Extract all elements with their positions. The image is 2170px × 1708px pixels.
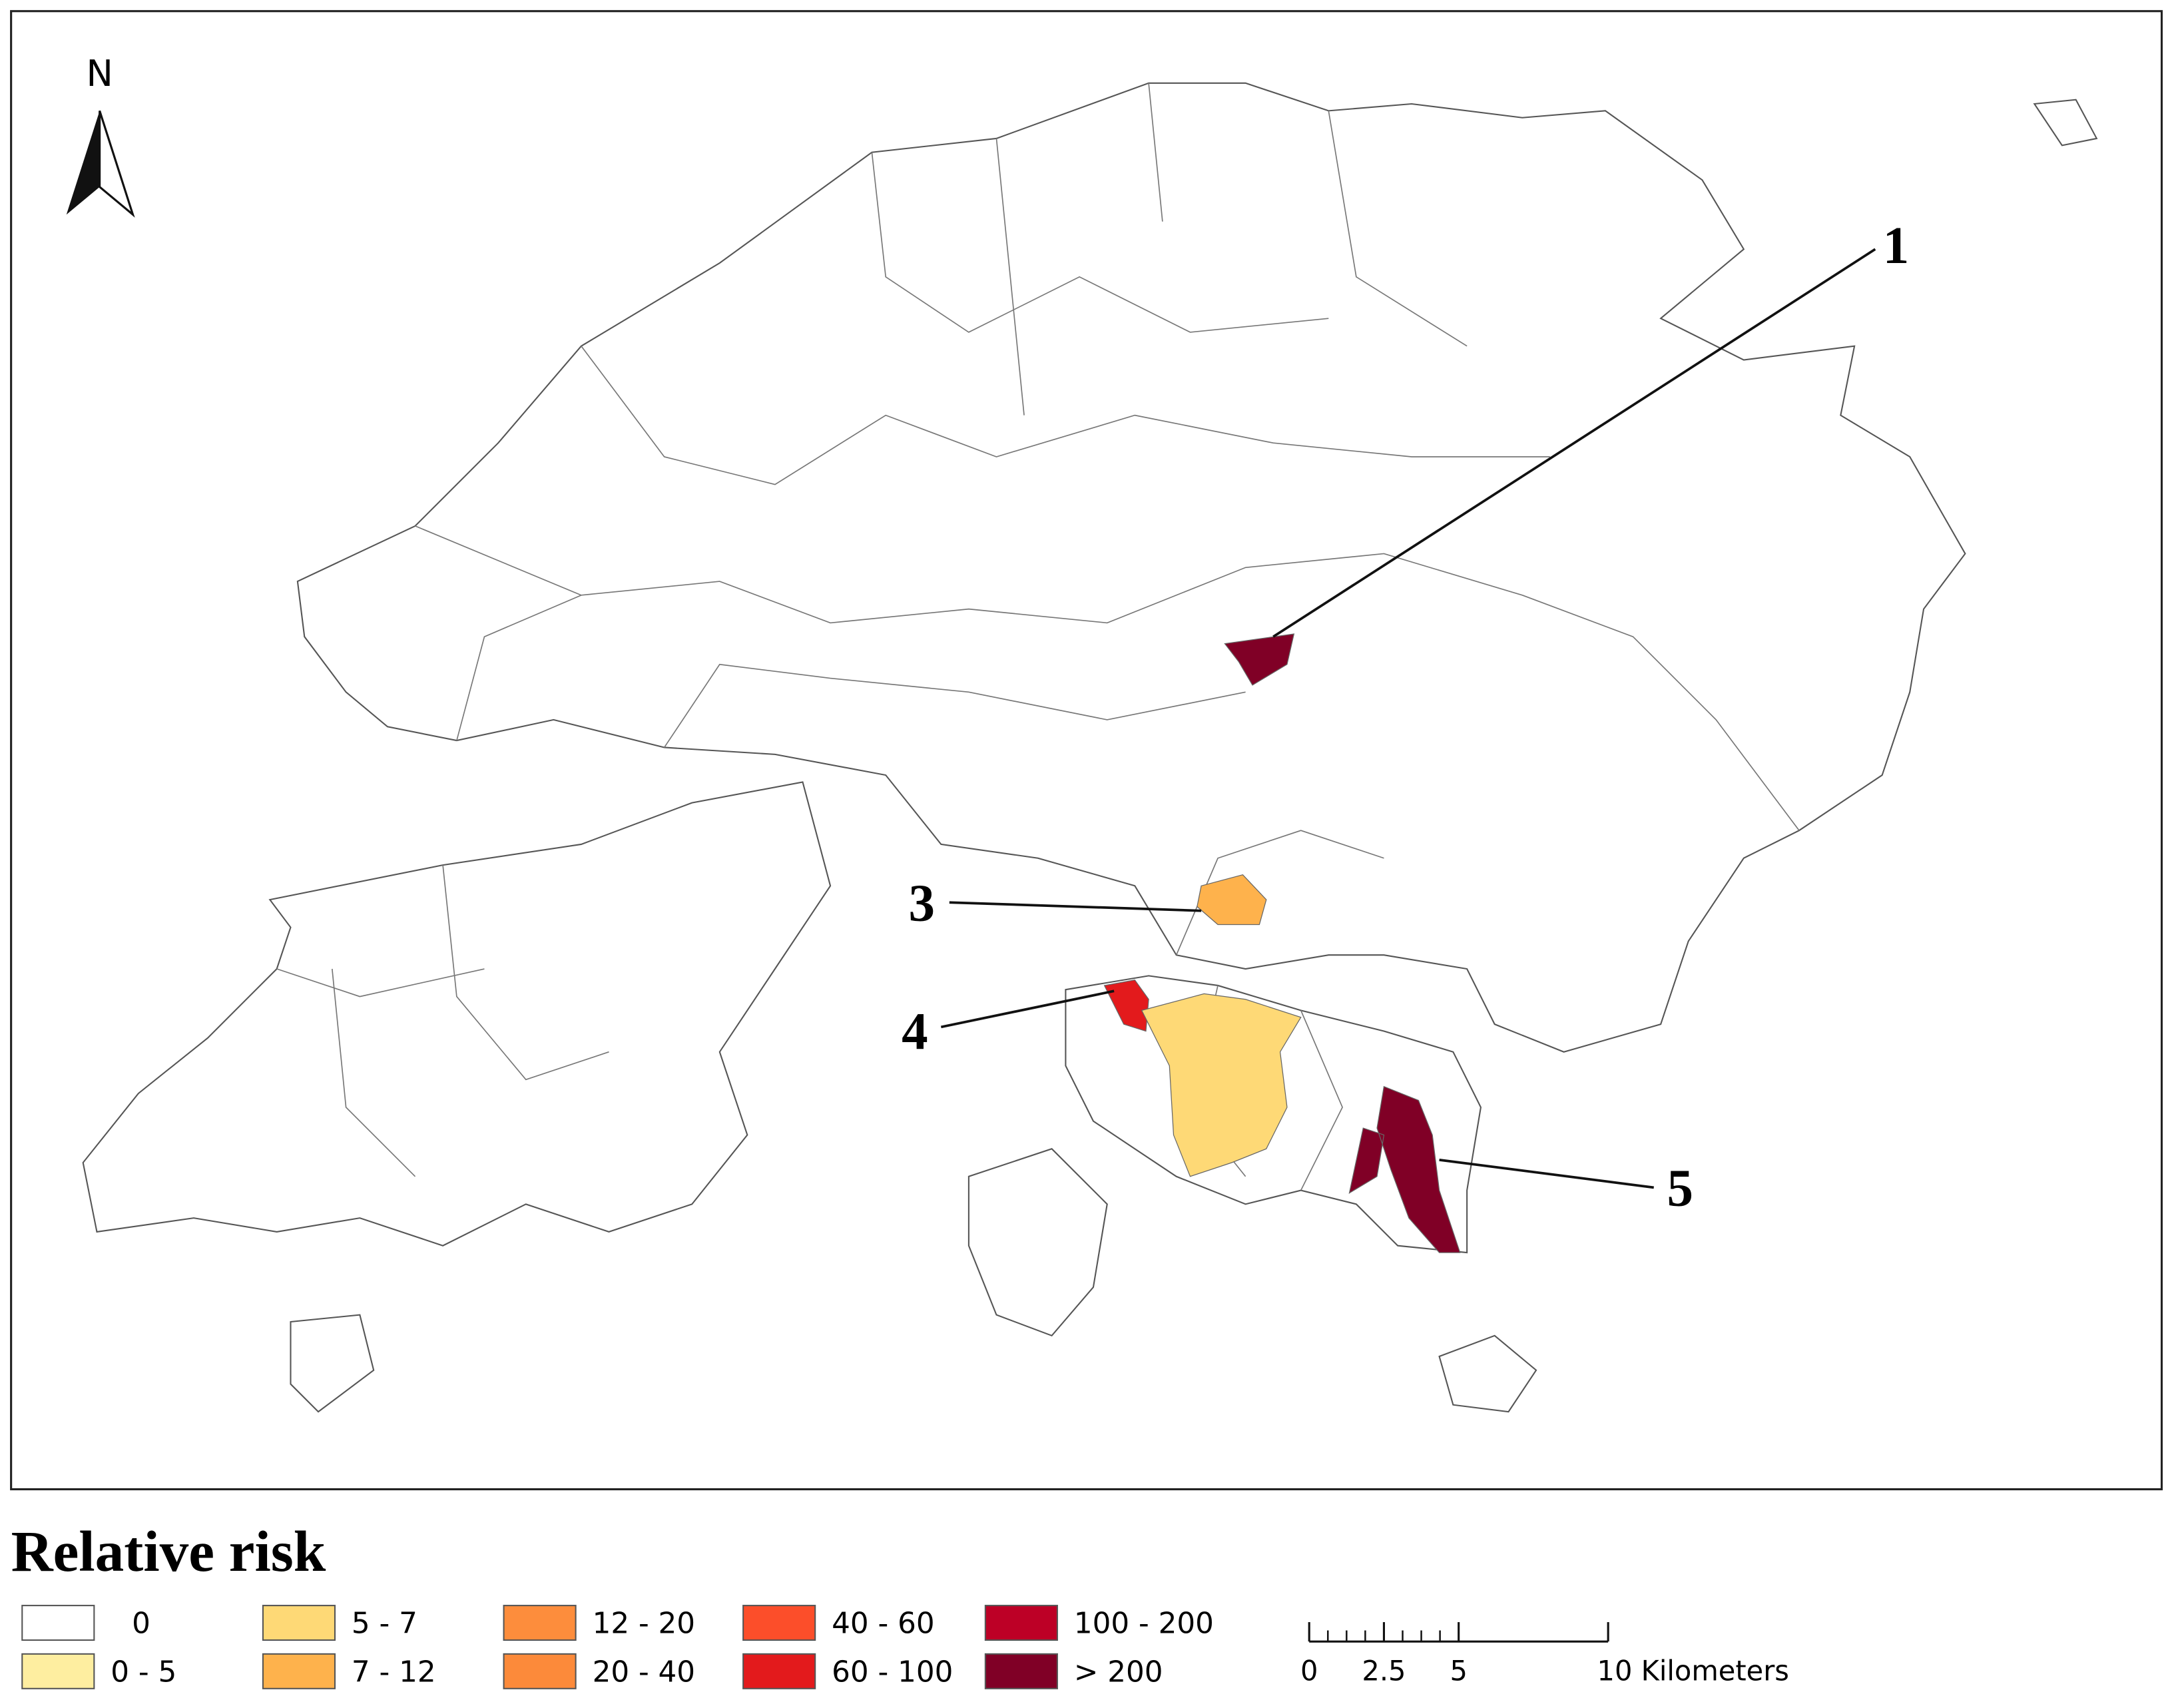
land bbox=[82, 82, 2098, 1413]
north-label: N bbox=[86, 53, 113, 95]
legend-label: 60 - 100 bbox=[832, 1655, 953, 1689]
legend-swatch bbox=[984, 1653, 1058, 1689]
legend-swatch bbox=[503, 1653, 577, 1689]
legend-label: 100 - 200 bbox=[1074, 1607, 1214, 1641]
callout-label: 4 bbox=[902, 1003, 928, 1061]
scale-bar: 0 2.5 5 10 Kilometers bbox=[1300, 1622, 1789, 1687]
legend-label: 0 bbox=[132, 1607, 150, 1641]
legend-swatch bbox=[503, 1605, 577, 1641]
legend-swatch bbox=[742, 1605, 816, 1641]
north-arrow: N bbox=[66, 53, 135, 218]
scale-label: 10 Kilometers bbox=[1597, 1654, 1789, 1687]
legend-label: 5 - 7 bbox=[352, 1607, 417, 1641]
legend-swatch bbox=[21, 1605, 95, 1641]
scale-label: 2.5 bbox=[1362, 1654, 1406, 1687]
risk-areas bbox=[1103, 633, 1461, 1253]
callout-label: 1 bbox=[1883, 217, 1909, 275]
scale-label: 0 bbox=[1300, 1654, 1318, 1687]
callout-lines bbox=[940, 248, 1876, 1189]
legend-label: 0 - 5 bbox=[111, 1655, 176, 1689]
legend-swatch bbox=[742, 1653, 816, 1689]
risk-area bbox=[1348, 1085, 1461, 1253]
legend-swatch bbox=[21, 1653, 95, 1689]
legend-label: 7 - 12 bbox=[352, 1655, 436, 1689]
risk-area bbox=[1197, 874, 1267, 926]
legend-swatch bbox=[262, 1653, 336, 1689]
legend-label: 20 - 40 bbox=[593, 1655, 696, 1689]
callout-label: 5 bbox=[1667, 1159, 1693, 1217]
legend-title: Relative risk bbox=[11, 1519, 326, 1583]
callout-label: 3 bbox=[909, 874, 935, 932]
callout-labels: 1 3 4 5 bbox=[902, 217, 1909, 1217]
legend-label: 40 - 60 bbox=[832, 1607, 935, 1641]
legend-label: > 200 bbox=[1074, 1655, 1163, 1689]
risk-area bbox=[1141, 993, 1302, 1177]
risk-area bbox=[1224, 633, 1295, 686]
legend-label: 12 - 20 bbox=[593, 1607, 696, 1641]
legend: 0 0 - 5 5 - 7 7 - 12 12 - 20 20 - 40 40 - 60 60… bbox=[21, 1605, 1214, 1689]
legend-swatch bbox=[984, 1605, 1058, 1641]
legend-swatch bbox=[262, 1605, 336, 1641]
scale-label: 5 bbox=[1450, 1654, 1467, 1687]
